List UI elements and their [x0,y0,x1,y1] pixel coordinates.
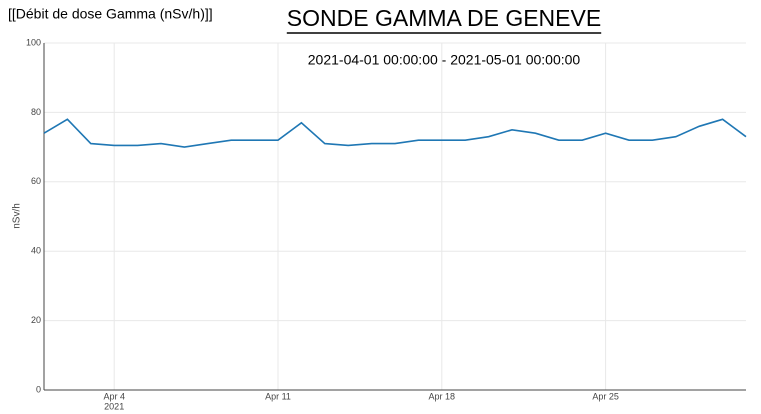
y-tick-label: 60 [31,176,41,186]
chart-title: SONDE GAMMA DE GENEVE [287,5,601,31]
y-tick-label: 40 [31,246,41,256]
chart-subtitle: 2021-04-01 00:00:00 - 2021-05-01 00:00:0… [308,52,581,68]
header: [[Débit de dose Gamma (nSv/h)]] [8,6,213,22]
y-tick-label: 100 [26,37,41,47]
y-tick-label: 0 [36,384,41,394]
x-year-label: 2021 [104,401,124,411]
x-tick-label: Apr 11 [265,391,291,401]
data-line [43,118,747,148]
y-tick-label: 20 [31,315,41,325]
x-tick-label: Apr 4 [103,391,125,401]
x-tick-label: Apr 18 [429,391,456,401]
y-tick-label: 80 [31,107,41,117]
y-axis-label: nSv/h [12,203,23,229]
x-tick-label: Apr 25 [592,391,619,401]
